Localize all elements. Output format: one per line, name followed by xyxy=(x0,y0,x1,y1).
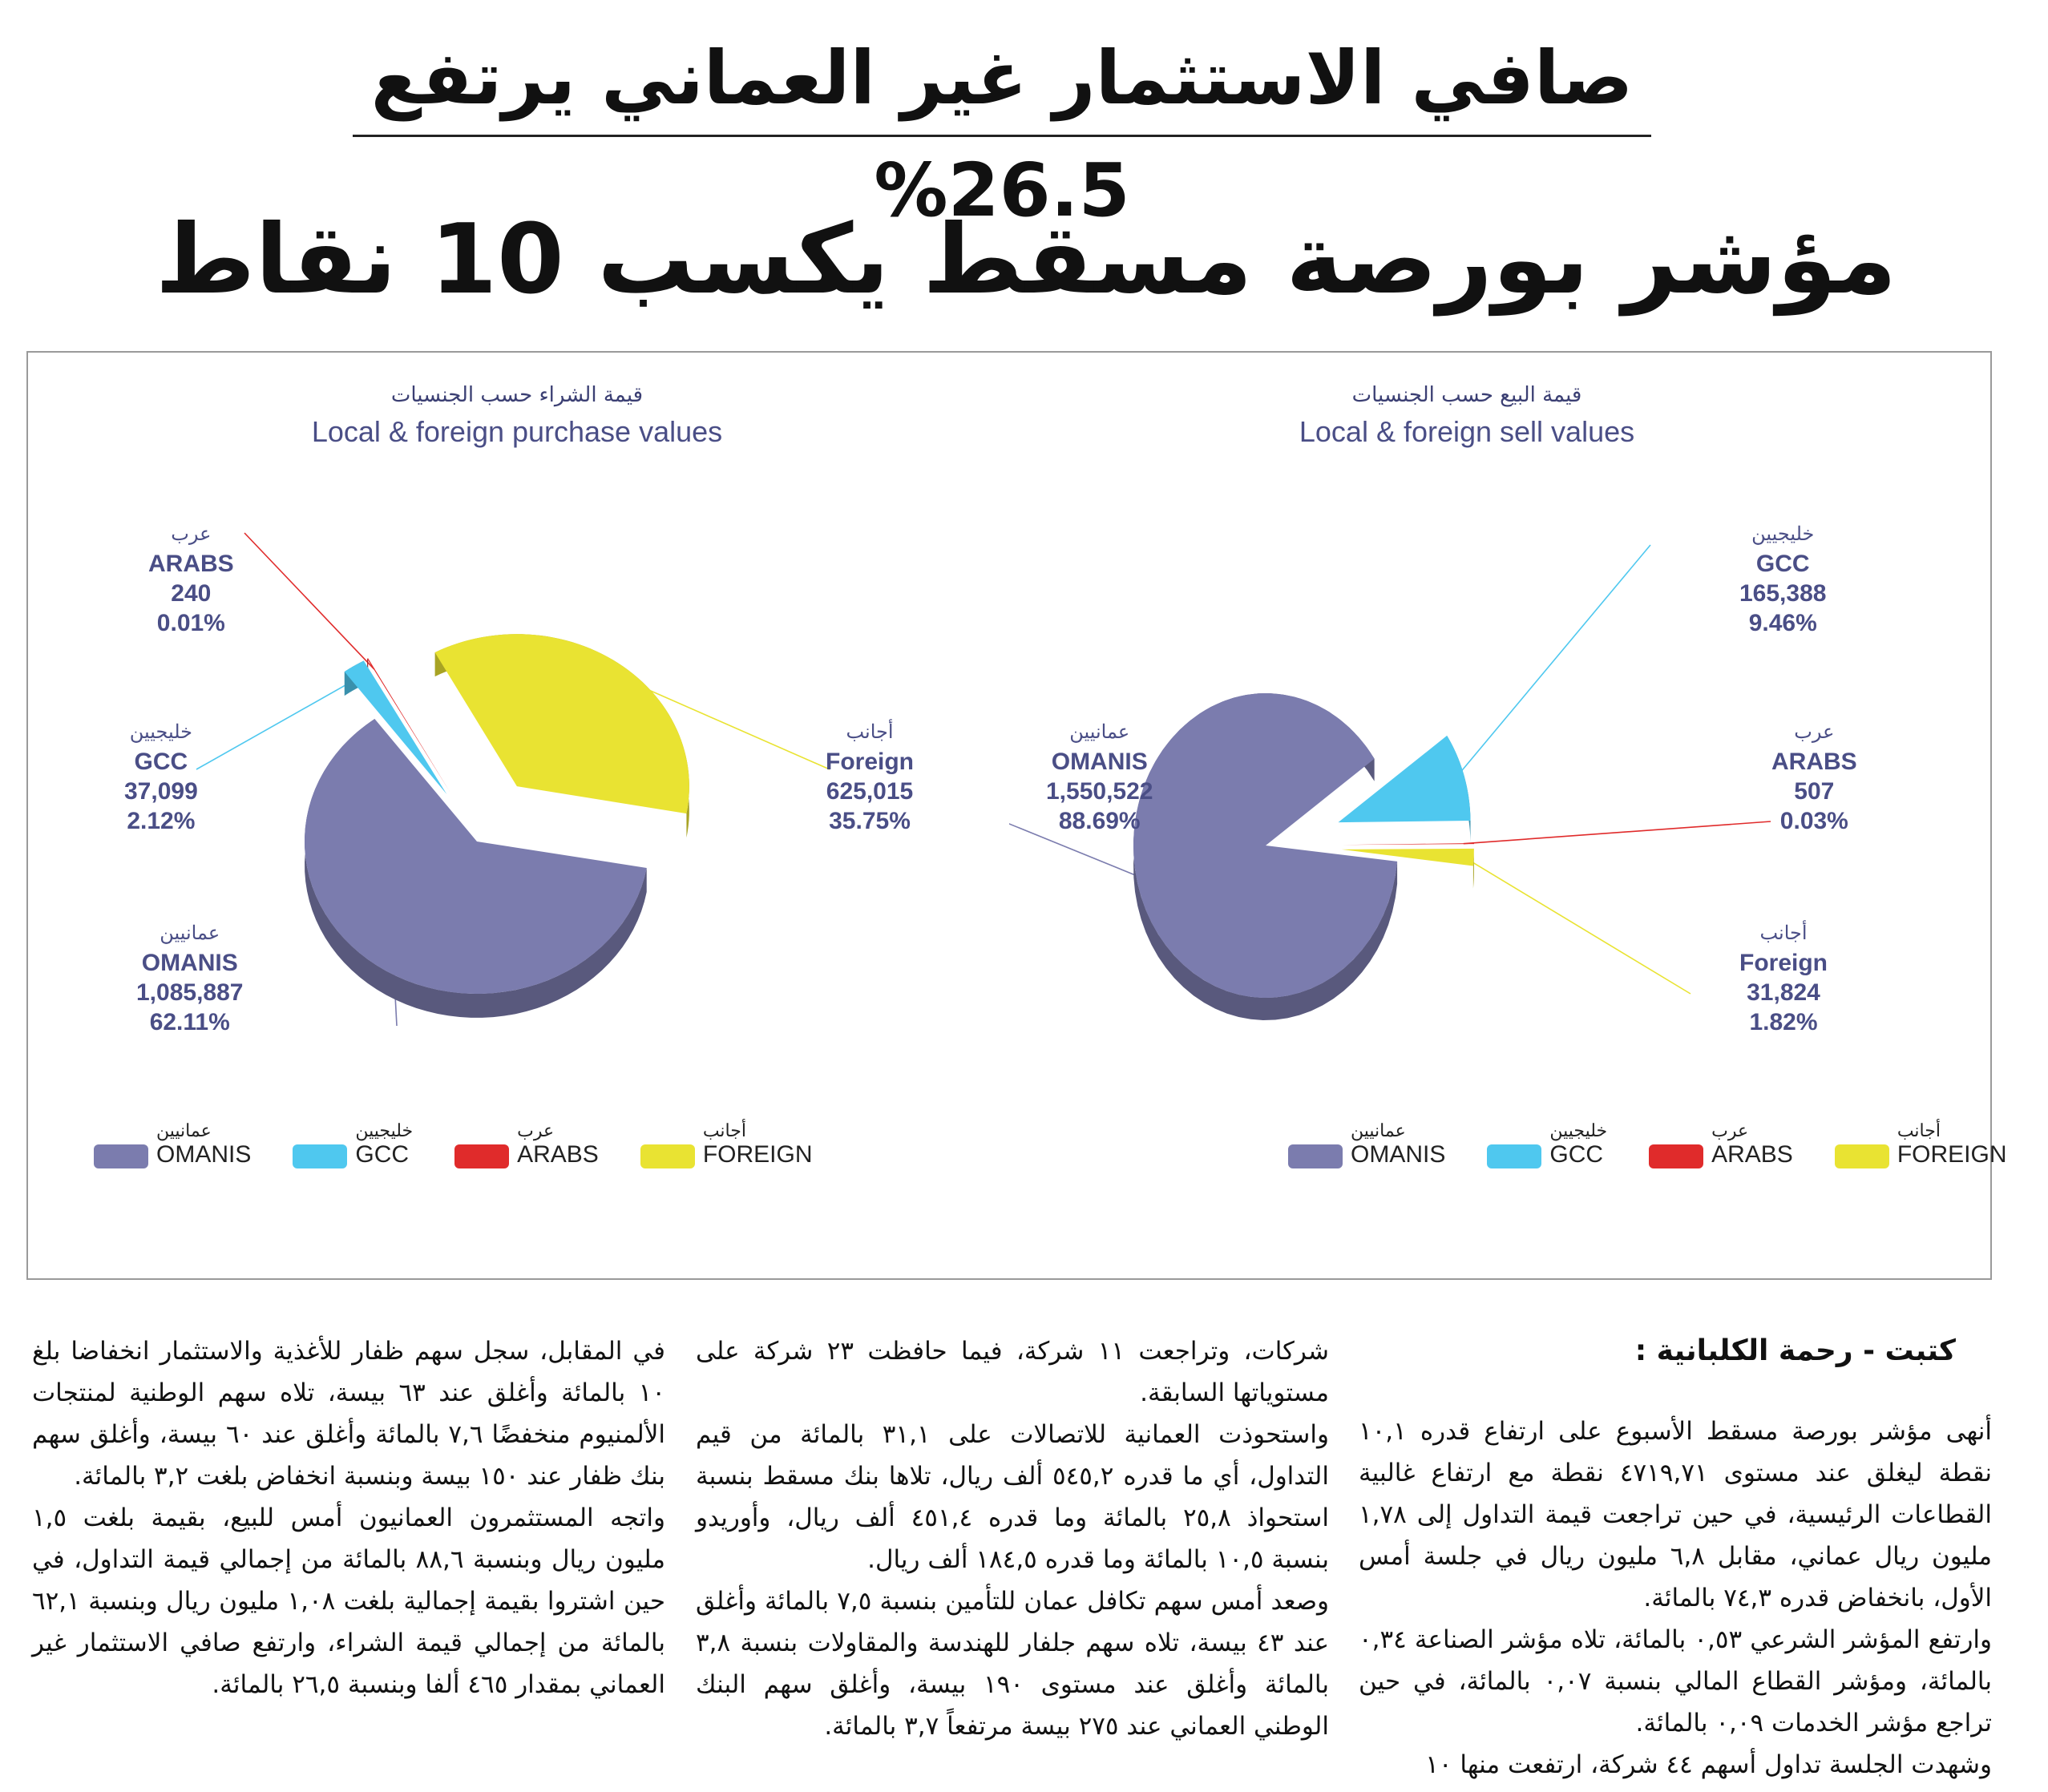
purchase-label-omanis: عمانيين OMANIS 1,085,887 62.11% xyxy=(136,922,244,1035)
purchase-label-gcc: خليجيين GCC 37,099 2.12% xyxy=(124,721,198,834)
purchase-pie-chart xyxy=(196,532,830,1027)
sell-legend: عمانيين OMANIS خليجيين GCC عرب ARABS أجانب F… xyxy=(1288,1120,2007,1168)
leader-line-omanis xyxy=(1009,823,1149,882)
legend-swatch xyxy=(1288,1144,1343,1168)
sell-pie-chart xyxy=(1009,544,1771,1020)
pie-slice-foreign xyxy=(434,634,689,814)
subheadline: صافي الاستثمار غير العماني يرتفع 26.5% xyxy=(370,35,1634,233)
pie-slice-gcc xyxy=(1338,735,1471,823)
purchase-chart-title-ar: قيمة الشراء حسب الجنسيات xyxy=(390,383,644,407)
legend-item-gcc: خليجيين GCC xyxy=(1487,1120,1607,1168)
legend-swatch xyxy=(293,1144,348,1168)
legend-swatch xyxy=(1487,1144,1542,1168)
legend-swatch xyxy=(94,1144,148,1168)
pie-slice-foreign xyxy=(1341,848,1474,866)
pie-slice-arabs xyxy=(367,658,450,793)
headline: مؤشر بورصة مسقط يكسب 10 نقاط بدعم من غال… xyxy=(155,204,1897,476)
legend-swatch xyxy=(1834,1144,1889,1168)
sell-label-arabs: عرب ARABS 507 0.03% xyxy=(1771,721,1857,834)
paragraph: في المقابل، سجل سهم ظفار للأغذية والاستث… xyxy=(32,1337,665,1491)
purchase-label-foreign: أجانب Foreign 625,015 35.75% xyxy=(826,721,914,834)
legend-swatch xyxy=(640,1144,695,1168)
legend-item-arabs: عرب ARABS xyxy=(1649,1120,1793,1168)
pie-slice-arabs xyxy=(1341,843,1474,846)
sell-label-foreign: أجانب Foreign 31,824 1.82% xyxy=(1739,922,1828,1035)
purchase-label-arabs: عرب ARABS 240 0.01% xyxy=(148,523,234,636)
article-column-right: أنهى مؤشر بورصة مسقط الأسبوع على ارتفاع … xyxy=(1359,1411,1992,1786)
paragraph: شركات، وتراجعت ١١ شركة، فيما حافظت ٢٣ شر… xyxy=(696,1337,1330,1407)
sell-chart-title-ar: قيمة البيع حسب الجنسيات xyxy=(1351,383,1582,407)
purchase-legend: عمانيين OMANIS خليجيين GCC عرب ARABS أجانب F… xyxy=(94,1120,813,1168)
sell-chart-title: Local & foreign sell values xyxy=(1299,415,1635,448)
pie-slice-gcc xyxy=(344,660,447,795)
pie-slice-side-foreign xyxy=(1472,848,1474,889)
paragraph: أنهى مؤشر بورصة مسقط الأسبوع على ارتفاع … xyxy=(1359,1417,1992,1612)
paragraph: وارتفع المؤشر الشرعي ٠,٥٣ بالمائة، تلاه … xyxy=(1359,1625,1992,1738)
legend-swatch xyxy=(1649,1144,1704,1168)
legend-item-gcc: خليجيين GCC xyxy=(293,1120,413,1168)
byline: كتبت - رحمة الكلبانية : xyxy=(1634,1334,1956,1367)
article-column-middle: شركات، وتراجعت ١١ شركة، فيما حافظت ٢٣ شر… xyxy=(696,1330,1329,1747)
leader-line-gcc xyxy=(196,676,362,770)
paragraph: واستحوذت العمانية للاتصالات على ٣١,١ بال… xyxy=(696,1420,1329,1574)
leader-line-arabs xyxy=(1463,821,1771,845)
leader-line-foreign xyxy=(1463,856,1691,995)
leader-line-arabs xyxy=(244,532,375,670)
pie-slice-omanis xyxy=(1133,693,1398,998)
legend-item-foreign: أجانب FOREIGN xyxy=(1834,1120,2007,1168)
purchase-chart-title: Local & foreign purchase values xyxy=(311,415,723,448)
paragraph: وصعد أمس سهم تكافل عمان للتأمين بنسبة ٧,… xyxy=(696,1587,1329,1741)
paragraph: وشهدت الجلسة تداول أسهم ٤٤ شركة، ارتفعت … xyxy=(1425,1750,1992,1779)
sell-label-omanis: عمانيين OMANIS 1,550,522 88.69% xyxy=(1046,721,1153,834)
legend-swatch xyxy=(454,1144,510,1168)
chart-panel: قيمة الشراء حسب الجنسيات Local & foreign… xyxy=(26,351,2007,1280)
pie-slice-omanis xyxy=(304,719,647,994)
legend-item-arabs: عرب ARABS xyxy=(454,1120,599,1168)
legend-item-foreign: أجانب FOREIGN xyxy=(640,1120,813,1168)
subheadline-rule xyxy=(353,135,1651,137)
legend-item-omanis: عمانيين OMANIS xyxy=(1288,1120,1445,1168)
article-column-left: في المقابل، سجل سهم ظفار للأغذية والاستث… xyxy=(32,1330,665,1705)
legend-item-omanis: عمانيين OMANIS xyxy=(94,1120,251,1168)
sell-label-gcc: خليجيين GCC 165,388 9.46% xyxy=(1739,523,1827,636)
leader-line-gcc xyxy=(1453,544,1651,781)
paragraph: واتجه المستثمرون العمانيون أمس للبيع، بق… xyxy=(32,1503,665,1699)
